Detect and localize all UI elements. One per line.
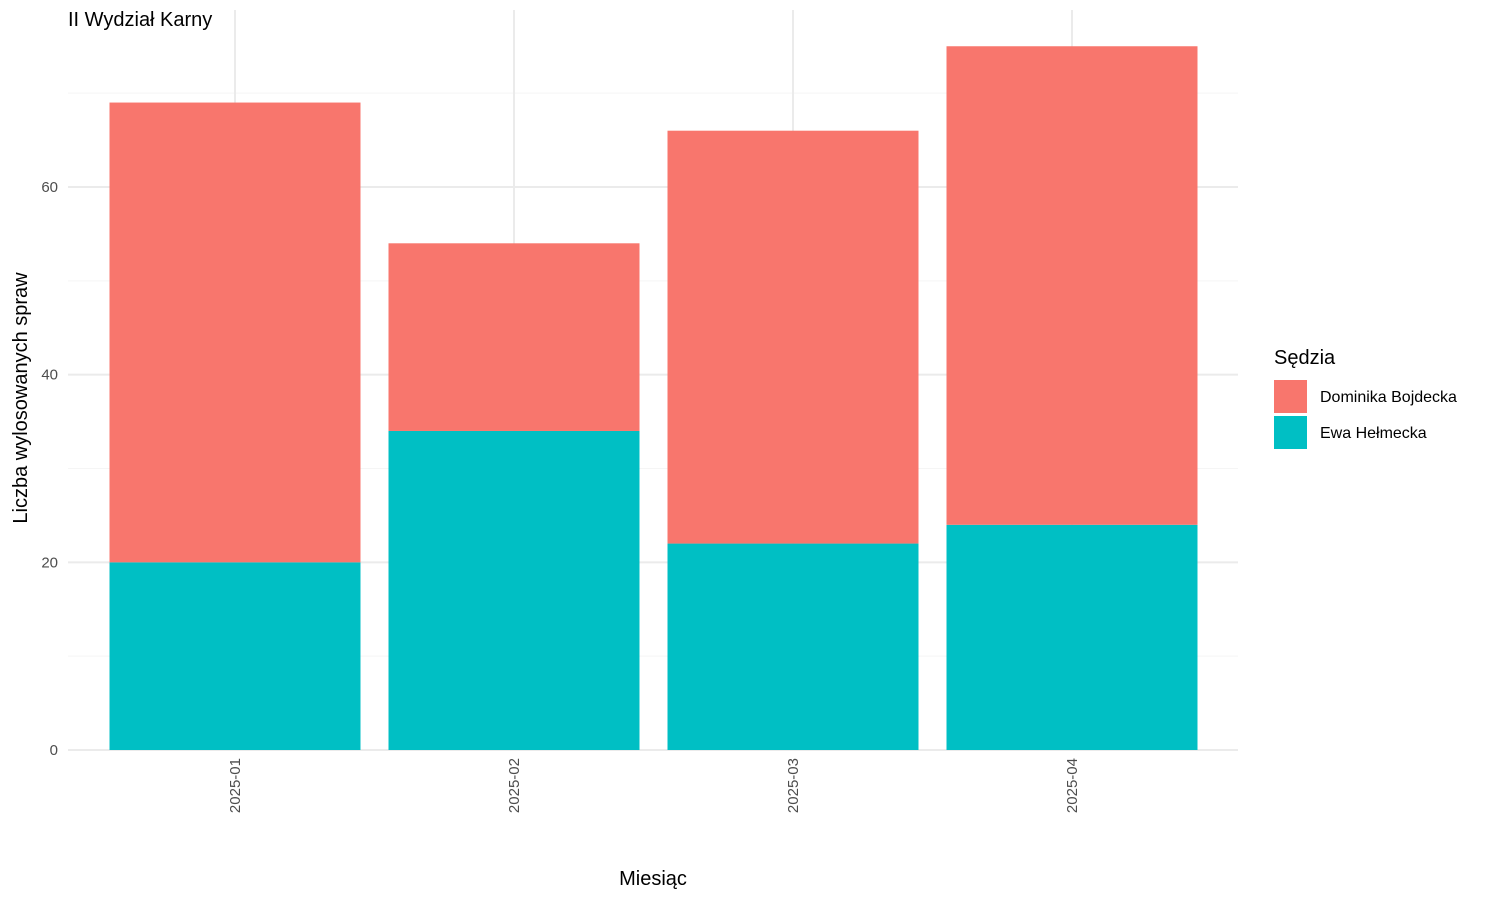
legend-label: Dominika Bojdecka <box>1320 389 1457 406</box>
legend-swatch <box>1274 380 1307 413</box>
bar-2025-03-series-0 <box>667 543 919 750</box>
bar-2025-01-series-0 <box>109 562 361 750</box>
x-axis-title: Miesiąc <box>619 868 687 890</box>
y-axis-ticks: 0 20 40 60 <box>41 179 58 759</box>
y-tick-label: 0 <box>50 742 58 759</box>
y-tick-label: 20 <box>41 554 58 571</box>
legend-label: Ewa Hełmecka <box>1320 425 1427 442</box>
x-tick-label: 2025-02 <box>506 758 523 813</box>
bar-2025-01-series-1 <box>109 102 361 563</box>
legend-swatch <box>1274 416 1307 449</box>
bar-2025-02-series-0 <box>388 430 640 750</box>
legend-title: Sędzia <box>1274 347 1336 369</box>
x-tick-label: 2025-03 <box>785 758 802 813</box>
x-tick-label: 2025-04 <box>1064 758 1081 813</box>
chart-title: II Wydział Karny <box>68 9 212 31</box>
legend: Sędzia Dominika Bojdecka Ewa Hełmecka <box>1274 347 1457 449</box>
y-tick-label: 40 <box>41 367 58 384</box>
bar-2025-04-series-0 <box>946 524 1198 750</box>
bar-2025-02-series-1 <box>388 243 640 431</box>
bar-2025-04-series-1 <box>946 46 1198 525</box>
y-tick-label: 60 <box>41 179 58 196</box>
y-axis-title: Liczba wylosowanych spraw <box>10 272 32 524</box>
x-axis-ticks: 2025-01 2025-02 2025-03 2025-04 <box>227 758 1081 813</box>
bar-2025-03-series-1 <box>667 130 919 544</box>
bars <box>109 46 1198 750</box>
x-tick-label: 2025-01 <box>227 758 244 813</box>
